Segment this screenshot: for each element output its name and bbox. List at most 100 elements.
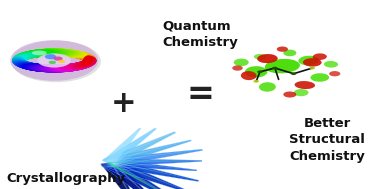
Ellipse shape: [51, 64, 85, 72]
Ellipse shape: [68, 52, 95, 60]
Polygon shape: [102, 128, 157, 165]
Ellipse shape: [30, 64, 65, 72]
Ellipse shape: [70, 61, 96, 69]
Ellipse shape: [76, 58, 96, 67]
Ellipse shape: [15, 54, 27, 65]
Polygon shape: [109, 161, 200, 181]
Polygon shape: [105, 140, 191, 166]
Ellipse shape: [33, 64, 68, 72]
Ellipse shape: [16, 56, 26, 66]
Ellipse shape: [12, 60, 36, 68]
Text: =: =: [186, 78, 214, 111]
Ellipse shape: [21, 50, 53, 57]
Ellipse shape: [55, 50, 87, 57]
Ellipse shape: [17, 63, 48, 70]
Text: +: +: [111, 89, 136, 119]
Polygon shape: [101, 160, 164, 189]
Ellipse shape: [14, 62, 42, 69]
Ellipse shape: [34, 65, 69, 72]
Ellipse shape: [41, 64, 75, 72]
Ellipse shape: [13, 52, 40, 60]
Ellipse shape: [37, 49, 72, 56]
Ellipse shape: [27, 49, 61, 57]
Ellipse shape: [49, 64, 83, 72]
Ellipse shape: [79, 57, 95, 67]
Ellipse shape: [46, 49, 80, 57]
Ellipse shape: [16, 62, 45, 70]
Ellipse shape: [19, 50, 51, 58]
Ellipse shape: [12, 52, 38, 61]
Ellipse shape: [241, 71, 257, 80]
Ellipse shape: [14, 61, 42, 69]
Ellipse shape: [45, 49, 79, 57]
Ellipse shape: [12, 53, 37, 61]
Ellipse shape: [77, 57, 96, 67]
Ellipse shape: [65, 62, 94, 70]
Ellipse shape: [59, 63, 91, 71]
Ellipse shape: [309, 67, 315, 70]
Ellipse shape: [13, 57, 30, 67]
Ellipse shape: [13, 58, 31, 67]
Ellipse shape: [12, 53, 36, 61]
Ellipse shape: [42, 64, 76, 72]
Polygon shape: [107, 140, 191, 162]
Ellipse shape: [42, 49, 76, 57]
Ellipse shape: [13, 54, 31, 64]
Ellipse shape: [55, 64, 88, 71]
Ellipse shape: [17, 63, 47, 70]
Ellipse shape: [74, 59, 96, 68]
Ellipse shape: [254, 80, 259, 83]
Ellipse shape: [24, 49, 57, 57]
Ellipse shape: [18, 50, 49, 58]
Ellipse shape: [24, 64, 57, 72]
Ellipse shape: [303, 58, 322, 67]
Ellipse shape: [27, 64, 60, 72]
Ellipse shape: [36, 49, 71, 56]
Ellipse shape: [76, 53, 96, 63]
Ellipse shape: [12, 60, 37, 68]
Ellipse shape: [52, 49, 85, 57]
Ellipse shape: [37, 53, 71, 68]
Ellipse shape: [33, 49, 68, 57]
Polygon shape: [107, 162, 184, 189]
Ellipse shape: [15, 62, 43, 70]
Ellipse shape: [80, 54, 94, 64]
Ellipse shape: [12, 54, 32, 63]
Ellipse shape: [11, 41, 101, 82]
Polygon shape: [103, 159, 194, 189]
Ellipse shape: [43, 49, 77, 57]
Ellipse shape: [294, 89, 309, 96]
Ellipse shape: [82, 55, 93, 66]
Ellipse shape: [16, 55, 26, 66]
Ellipse shape: [68, 61, 95, 69]
Ellipse shape: [12, 58, 33, 67]
Ellipse shape: [30, 64, 64, 72]
Ellipse shape: [25, 64, 58, 72]
Ellipse shape: [78, 54, 96, 63]
Polygon shape: [106, 149, 203, 167]
Ellipse shape: [64, 51, 94, 59]
Ellipse shape: [58, 50, 89, 58]
Ellipse shape: [48, 49, 82, 57]
Ellipse shape: [81, 54, 94, 65]
Ellipse shape: [48, 64, 82, 72]
Ellipse shape: [20, 50, 52, 58]
Ellipse shape: [13, 54, 30, 64]
Ellipse shape: [73, 53, 96, 61]
Ellipse shape: [13, 58, 31, 67]
Ellipse shape: [71, 53, 96, 61]
Ellipse shape: [39, 65, 73, 72]
Polygon shape: [105, 128, 156, 162]
Ellipse shape: [12, 53, 35, 62]
Ellipse shape: [75, 53, 96, 62]
Polygon shape: [108, 158, 202, 167]
Ellipse shape: [15, 56, 27, 66]
Ellipse shape: [58, 63, 89, 71]
Ellipse shape: [75, 59, 96, 68]
Ellipse shape: [63, 62, 93, 70]
Ellipse shape: [36, 65, 70, 72]
Ellipse shape: [257, 70, 263, 73]
Ellipse shape: [67, 52, 95, 60]
Ellipse shape: [12, 59, 33, 67]
Ellipse shape: [16, 51, 46, 59]
